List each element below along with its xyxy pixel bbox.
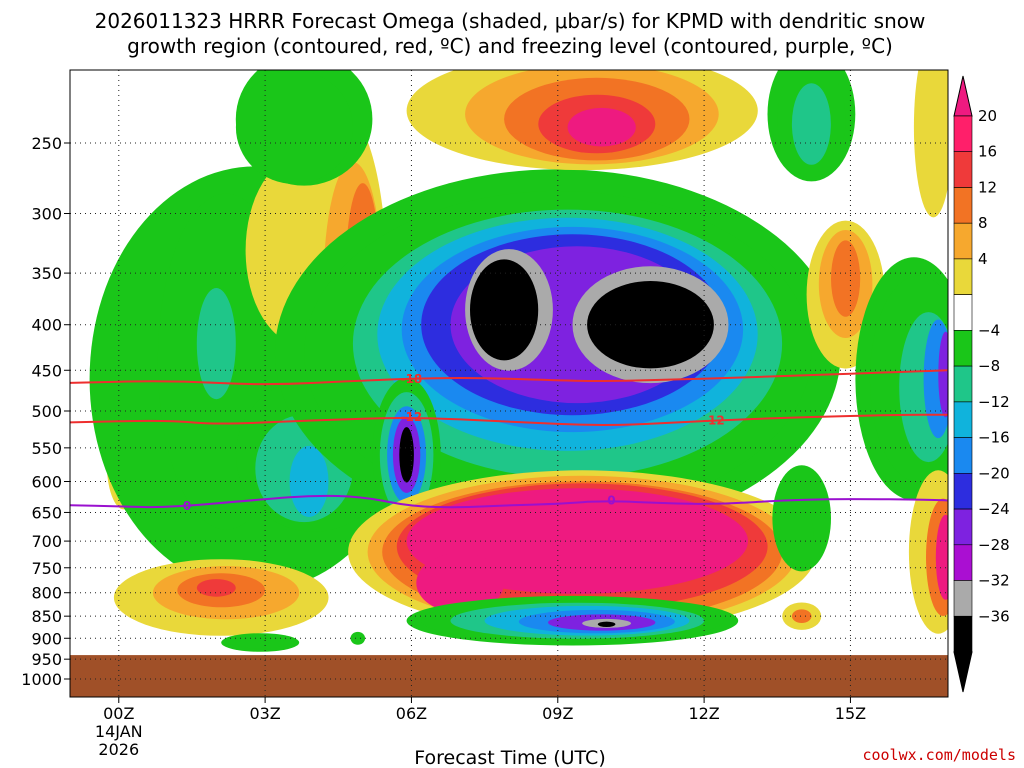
colorbar-label-11: −28 [978, 536, 1010, 554]
colorbar-top-arrow [953, 75, 973, 117]
omega-cell-7 [196, 288, 236, 400]
x-tick-label-12: 12Z [688, 704, 719, 723]
chart-title-line-1: 2026011323 HRRR Forecast Omega (shaded, … [95, 9, 926, 33]
y-tick-label-600: 600 [31, 472, 62, 491]
y-tick-label-300: 300 [31, 204, 62, 223]
y-tick-label-1000: 1000 [21, 670, 62, 689]
x-tick-label-9: 09Z [542, 704, 573, 723]
y-tick-label-900: 900 [31, 629, 62, 648]
plot-area: -18 -12 -12 0 0 [69, 69, 949, 698]
contour-label-1-1: -12 [703, 414, 725, 428]
omega-cell-14 [235, 70, 353, 184]
colorbar-segment-2 [953, 187, 973, 224]
y-tick-label-800: 800 [31, 584, 62, 603]
omega-cell-65 [196, 579, 236, 597]
omega-shading [89, 70, 948, 652]
colorbar-segment-14 [953, 615, 973, 653]
colorbar-segment-12 [953, 544, 973, 581]
plot-frame [69, 69, 949, 698]
omega-cell-38 [791, 83, 831, 165]
colorbar-label-10: −24 [978, 500, 1010, 518]
colorbar: 20 16 12 8 4 −4 −8 −12 −16 −20 −24 −28 −32 −36 [953, 75, 1010, 693]
omega-cell-53 [416, 553, 505, 613]
colorbar-segment-7 [953, 365, 973, 403]
y-tick-label-550: 550 [31, 439, 62, 458]
omega-cell-30 [399, 427, 414, 483]
colorbar-bottom-arrow [953, 651, 973, 693]
omega-cell-23 [470, 259, 539, 361]
omega-cell-42 [913, 70, 948, 218]
colorbar-label-9: −20 [978, 464, 1010, 482]
x-tick-label-0: 00Z [103, 704, 134, 723]
omega-cell-72 [791, 609, 812, 623]
omega-cell-6 [289, 446, 329, 517]
omega-cell-35 [567, 107, 636, 147]
omega-cell-68 [350, 631, 366, 645]
y-tick-label-500: 500 [31, 402, 62, 421]
x-tick-date: 14JAN [95, 722, 143, 741]
colorbar-label-0: 20 [978, 107, 997, 125]
y-axis: 250 300 350 400 450 500 550 600 650 700 750 800 850 9… [21, 134, 70, 689]
colorbar-label-6: −8 [978, 357, 1000, 375]
y-tick-label-750: 750 [31, 559, 62, 578]
omega-cell-41 [831, 240, 861, 317]
colorbar-label-1: 16 [978, 143, 997, 161]
y-tick-label-350: 350 [31, 264, 62, 283]
colorbar-label-7: −12 [978, 393, 1010, 411]
y-tick-label-700: 700 [31, 532, 62, 551]
y-tick-label-650: 650 [31, 503, 62, 522]
y-tick-label-250: 250 [31, 134, 62, 153]
colorbar-label-2: 12 [978, 179, 997, 197]
colorbar-label-5: −4 [978, 321, 1000, 339]
x-tick-year: 2026 [98, 740, 139, 759]
colorbar-label-8: −16 [978, 429, 1010, 447]
omega-cell-47 [938, 331, 948, 418]
colorbar-label-12: −32 [978, 572, 1010, 590]
x-tick-label-15: 15Z [835, 704, 866, 723]
colorbar-segment-4 [953, 258, 973, 295]
contour-line-2 [70, 494, 948, 509]
colorbar-label-4: 4 [978, 250, 988, 268]
omega-cell-75 [935, 514, 948, 600]
chart-title-line-2: growth region (contoured, red, ºC) and f… [127, 34, 893, 58]
colorbar-segment-13 [953, 580, 973, 617]
contour-label-1-0: -12 [401, 410, 423, 424]
colorbar-segment-9 [953, 437, 973, 474]
y-tick-label-400: 400 [31, 316, 62, 335]
contour-label-2-1: 0 [607, 494, 615, 508]
y-tick-label-850: 850 [31, 607, 62, 626]
y-tick-label-950: 950 [31, 650, 62, 669]
colorbar-segment-5 [953, 294, 973, 331]
colorbar-segment-3 [953, 222, 973, 260]
contour-line-0 [70, 369, 948, 386]
contour-line-1 [70, 413, 948, 426]
contour-lines: -18 -12 -12 0 0 [70, 369, 948, 513]
omega-cell-61 [597, 621, 616, 627]
y-tick-label-450: 450 [31, 361, 62, 380]
x-tick-label-6: 06Z [396, 704, 427, 723]
colorbar-segment-1 [953, 151, 973, 188]
colorbar-segment-8 [953, 401, 973, 438]
omega-cell-67 [235, 636, 285, 649]
colorbar-segment-10 [953, 472, 973, 510]
colorbar-label-13: −36 [978, 607, 1010, 625]
colorbar-label-3: 8 [978, 214, 988, 232]
credit-text: coolwx.com/models [862, 746, 1016, 764]
colorbar-segment-6 [953, 330, 973, 367]
colorbar-segment-11 [953, 508, 973, 546]
x-tick-label-3: 03Z [249, 704, 280, 723]
contour-label-2-0: 0 [183, 499, 191, 513]
contour-label-0-0: -18 [401, 372, 423, 386]
omega-cell-70 [779, 507, 814, 564]
x-axis-label: Forecast Time (UTC) [414, 747, 605, 768]
terrain-block [70, 655, 948, 697]
colorbar-segment-0 [953, 115, 973, 153]
